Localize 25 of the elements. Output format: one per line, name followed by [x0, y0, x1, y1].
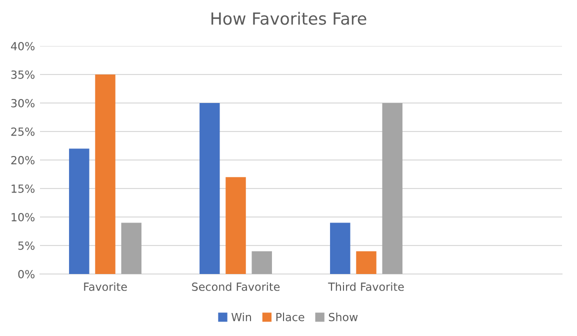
y-tick-label: 15%	[12, 184, 35, 193]
chart-title: How Favorites Fare	[212, 12, 366, 25]
bar	[200, 103, 220, 274]
bar	[226, 177, 246, 274]
y-tick-label: 0%	[18, 270, 35, 278]
legend-label: Win	[231, 312, 252, 322]
x-tick-label: Second Favorite	[192, 282, 280, 291]
y-tick-label: 35%	[11, 70, 35, 79]
bar	[95, 74, 116, 274]
y-tick-label: 30%	[11, 98, 35, 108]
y-tick-label: 10%	[12, 212, 35, 222]
y-tick-label: 40%	[10, 42, 35, 50]
bar	[330, 222, 350, 274]
y-tick-label: 25%	[11, 127, 35, 136]
y-tick-label: 5%	[18, 241, 35, 250]
x-tick-label: Favorite	[84, 282, 127, 291]
legend-label: Show	[328, 312, 358, 322]
legend-label: Place	[276, 312, 304, 322]
x-tick-label: Third Favorite	[328, 282, 404, 291]
bar	[356, 251, 376, 274]
bar	[252, 251, 272, 274]
y-tick-label: 20%	[11, 156, 35, 164]
bar	[121, 222, 142, 274]
bar	[382, 103, 402, 274]
bar	[69, 148, 90, 274]
